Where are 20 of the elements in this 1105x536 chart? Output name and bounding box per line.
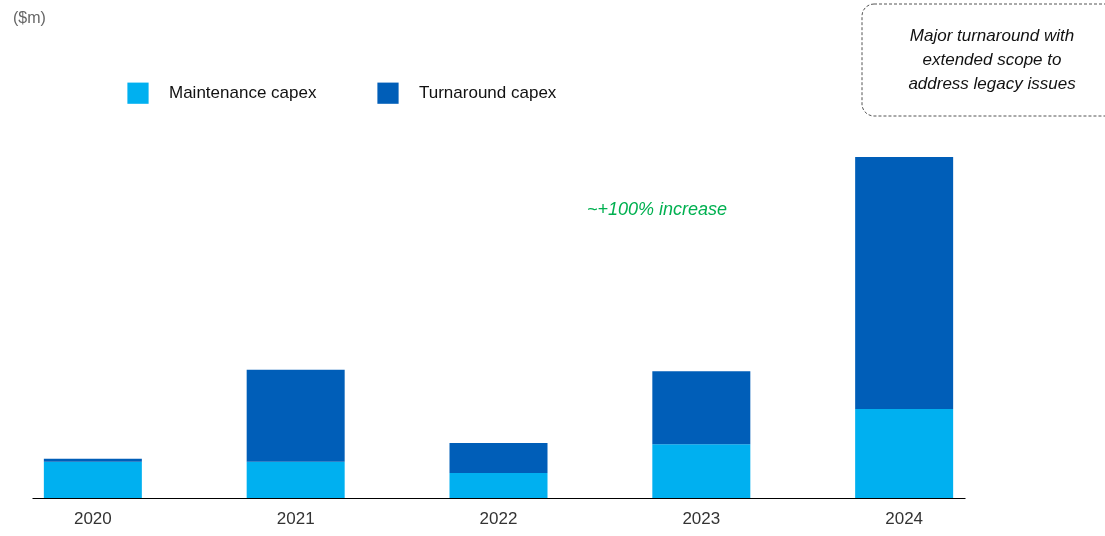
text: Major turnaround with extended scope to address legacy issues [908, 26, 1077, 93]
bar [43, 461, 142, 498]
bar [449, 443, 548, 474]
x-tick-label: 2023 [682, 508, 721, 528]
bar [43, 458, 142, 462]
bar [855, 157, 954, 410]
annotation: ~+100% increase [586, 199, 727, 219]
legend-label: Turnaround capex [419, 83, 557, 103]
bar [855, 409, 954, 498]
x-tick-label: 2021 [276, 508, 315, 528]
x-tick-label: 2020 [73, 508, 112, 528]
text: ($m) [13, 9, 46, 26]
bar [449, 473, 548, 498]
bar [246, 369, 345, 462]
x-tick-label: 2024 [885, 508, 924, 528]
bar [246, 461, 345, 498]
bar [652, 444, 751, 498]
x-tick-label: 2022 [479, 508, 518, 528]
bar [652, 371, 751, 445]
legend-label: Maintenance capex [169, 83, 317, 103]
